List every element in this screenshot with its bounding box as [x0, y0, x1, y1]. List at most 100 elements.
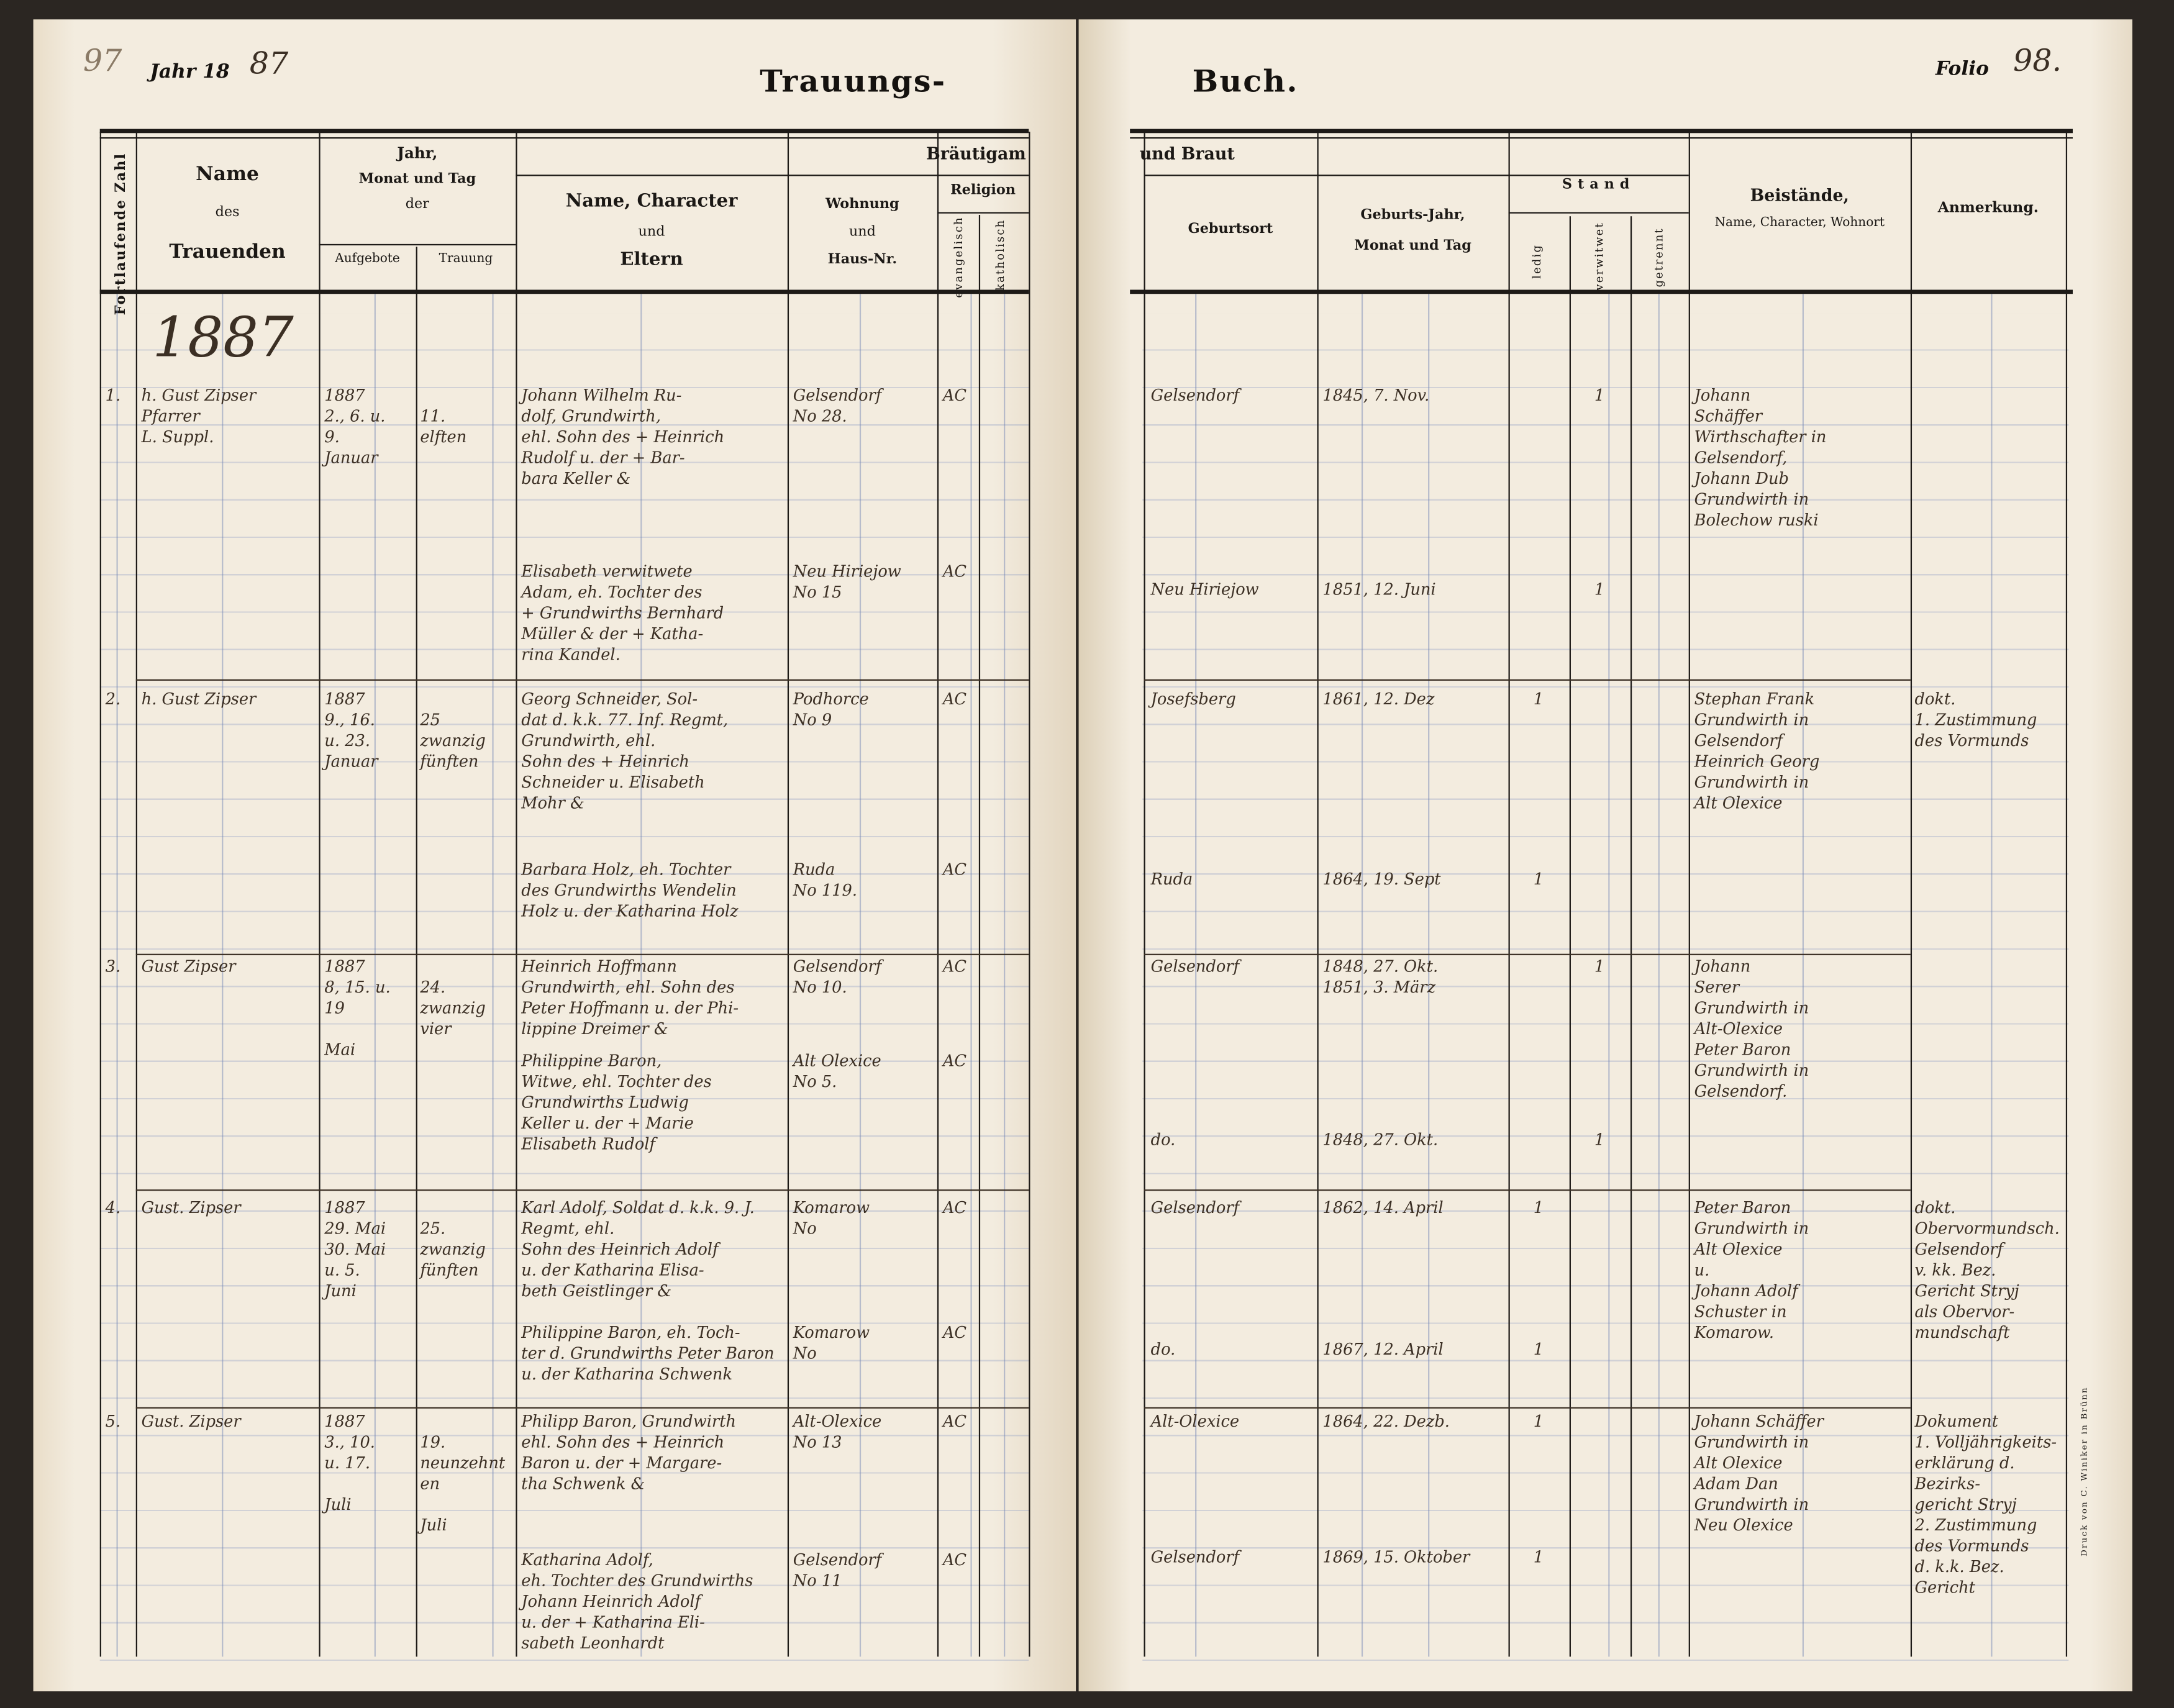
bride-details: Philippine Baron, Witwe, ehl. Tochter de…: [521, 1050, 712, 1154]
column-rule: [1910, 132, 1912, 1657]
faint-rule: [1361, 294, 1363, 1657]
year-handwritten: 87: [249, 47, 289, 82]
folio-label: Folio: [1935, 58, 1989, 81]
groom-birthplace: Alt-Olexice: [1150, 1411, 1240, 1431]
faint-rule: [1658, 294, 1660, 1657]
groom-residence: Gelsendorf No 28.: [793, 385, 882, 426]
col-widowed: verwitwet: [1593, 222, 1606, 291]
header-rule: [1130, 137, 2073, 139]
col-residence-bottom: Haus-Nr.: [827, 252, 898, 268]
column-rule: [1688, 132, 1690, 1657]
col-status: Stand: [1562, 177, 1635, 193]
remarks: dokt. Obervormundsch. Gelsendorf v. kk. …: [1914, 1197, 2060, 1342]
header-rule: [1130, 129, 2073, 134]
officiant: Gust. Zipser: [141, 1197, 241, 1217]
banns-dates: 1887 3., 10. u. 17. Juli: [324, 1411, 375, 1514]
column-rule: [937, 132, 939, 1657]
faint-rule: [1991, 294, 1993, 1657]
groom-birth-date: 1862, 14. April: [1322, 1197, 1444, 1217]
bride-details: Philippine Baron, eh. Toch- ter d. Grund…: [521, 1322, 775, 1384]
groom-religion: AC: [942, 1411, 967, 1431]
groom-residence: Alt-Olexice No 13: [793, 1411, 882, 1452]
bride-section: und Braut: [1139, 144, 1235, 164]
wedding-date: 19. neunzehnten Juli: [420, 1432, 506, 1535]
faint-rule: [859, 294, 862, 1657]
col-single: ledig: [1530, 243, 1544, 279]
bride-residence: Gelsendorf No 11: [793, 1550, 882, 1591]
bride-widowed: 1: [1594, 1130, 1605, 1150]
folio-number: 98.: [2013, 44, 2062, 79]
faint-rule: [640, 294, 642, 1657]
witnesses: Stephan Frank Grundwirth in Gelsendorf H…: [1694, 689, 1820, 813]
entry-separator: [135, 1407, 1029, 1409]
header-rule: [1144, 175, 1689, 176]
entry-separator: [1144, 1407, 1911, 1409]
col-name-bottom: Trauenden: [169, 241, 286, 264]
groom-details: Heinrich Hoffmann Grundwirth, ehl. Sohn …: [521, 956, 739, 1038]
groom-birthplace: Gelsendorf: [1150, 1197, 1240, 1217]
groom-religion: AC: [942, 1197, 967, 1217]
bride-residence: Ruda No 119.: [793, 859, 857, 900]
col-person-bottom: Eltern: [620, 249, 683, 271]
column-rule: [1508, 132, 1510, 1657]
remarks: Dokument 1. Volljährigkeits- erklärung d…: [1914, 1411, 2057, 1597]
groom-single: 1: [1533, 1411, 1544, 1431]
groom-section: Bräutigam: [926, 144, 1026, 164]
header-rule: [99, 289, 1029, 294]
groom-birthplace: Gelsendorf: [1150, 385, 1240, 405]
wedding-date: 25 zwanzig fünften: [420, 709, 486, 771]
bride-birth-date: 1864, 19. Sept: [1322, 869, 1441, 889]
entry-separator: [135, 1189, 1029, 1191]
column-rule: [1029, 132, 1030, 1657]
header-rule: [99, 137, 1029, 139]
title-left: Trauungs-: [760, 63, 947, 100]
column-rule: [516, 132, 517, 1657]
header-rule: [1508, 212, 1689, 214]
entry-separator: [135, 953, 1029, 955]
col-birth-top: Geburts-Jahr,: [1360, 207, 1465, 224]
left-page: [33, 19, 1076, 1692]
column-rule: [1630, 216, 1632, 1657]
groom-single: 1: [1533, 1197, 1544, 1217]
right-page: [1078, 19, 2132, 1692]
faint-rule: [1608, 294, 1610, 1657]
officiant: h. Gust Zipser: [141, 689, 257, 709]
faint-rule: [116, 294, 118, 1657]
bride-single: 1: [1533, 1547, 1544, 1567]
col-date-mid: Monat und Tag: [358, 171, 476, 188]
banns-dates: 1887 9., 16. u. 23. Januar: [324, 689, 378, 771]
bride-birthplace: Gelsendorf: [1150, 1547, 1240, 1567]
title-right: Buch.: [1192, 63, 1299, 100]
entry-number: 4.: [105, 1197, 121, 1217]
bride-birthplace: Neu Hiriejow: [1150, 579, 1259, 599]
faint-rule: [970, 294, 972, 1657]
col-catholic: katholisch: [994, 219, 1007, 291]
bride-birth-date: 1869, 15. Oktober: [1322, 1547, 1470, 1567]
groom-details: Johann Wilhelm Ru- dolf, Grundwirth, ehl…: [521, 385, 725, 488]
witnesses: Peter Baron Grundwirth in Alt Olexice u.…: [1694, 1197, 1809, 1342]
column-rule: [1569, 216, 1571, 1657]
header-rule: [319, 243, 516, 246]
bride-widowed: 1: [1594, 579, 1605, 599]
groom-residence: Gelsendorf No 10.: [793, 956, 882, 997]
groom-widowed: 1: [1594, 385, 1605, 405]
bride-birthplace: Ruda: [1150, 869, 1193, 889]
col-religion: Religion: [950, 183, 1016, 199]
bride-religion: AC: [942, 1550, 967, 1569]
bride-details: Barbara Holz, eh. Tochter des Grundwirth…: [521, 859, 739, 921]
groom-widowed: 1: [1594, 956, 1605, 976]
entry-number: 5.: [105, 1411, 121, 1431]
bride-single: 1: [1533, 869, 1544, 889]
bride-birthplace: do.: [1150, 1130, 1176, 1150]
printer-credit: Druck von C. Winiker in Brünn: [2080, 1386, 2090, 1556]
faint-rule: [1195, 294, 1197, 1657]
bride-details: Katharina Adolf, eh. Tochter des Grundwi…: [521, 1550, 753, 1653]
faint-rule: [222, 294, 224, 1657]
groom-residence: Komarow No: [793, 1197, 870, 1238]
officiant: Gust. Zipser: [141, 1411, 241, 1431]
groom-religion: AC: [942, 689, 967, 709]
wedding-date: 25. zwanzig fünften: [420, 1219, 486, 1280]
col-birthplace: Geburtsort: [1188, 222, 1273, 237]
bride-birth-date: 1867, 12. April: [1322, 1339, 1444, 1359]
entry-separator: [135, 679, 1029, 681]
